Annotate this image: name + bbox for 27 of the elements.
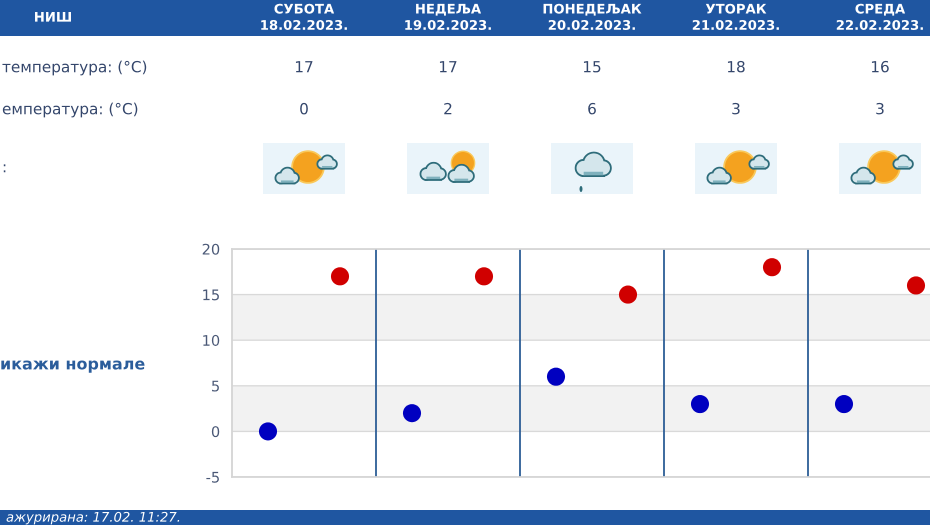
text: СРЕДА 22.02.2023. — [836, 4, 923, 30]
data-label: 0 — [300, 102, 308, 114]
y-tick-label: 20 — [202, 244, 220, 255]
y-tick-label: 15 — [203, 290, 219, 300]
text: УТОРАК 21.02.2023. — [692, 4, 779, 30]
y-tick-label: 5 — [212, 380, 219, 392]
text: НЕДЕЉА 19.02.2023. — [405, 4, 491, 30]
y-tick-label: 0 — [212, 426, 220, 438]
y-tick-label: -5 — [206, 472, 219, 483]
text: икажи нормале — [1, 360, 144, 373]
text: ажурирана: 17.02. 11:27. — [6, 512, 180, 524]
data-label: 15 — [584, 61, 600, 72]
data-label: 6 — [588, 102, 596, 114]
y-tick-label: 10 — [203, 334, 220, 346]
text: : — [4, 164, 6, 172]
data-label: 18 — [728, 60, 745, 72]
text: емпература: (°C) — [2, 102, 138, 118]
data-label: 2 — [444, 102, 452, 114]
data-label: 3 — [732, 102, 740, 114]
data-label: 17 — [440, 61, 456, 72]
data-label: 17 — [296, 61, 312, 72]
text: НИШ — [35, 12, 71, 22]
data-label: 16 — [872, 60, 889, 72]
text: температура: (°C) — [2, 60, 146, 76]
text: СУБОТА 18.02.2023. — [261, 4, 347, 30]
data-label: 3 — [876, 102, 884, 114]
text: ПОНЕДЕЉАК 20.02.2023. — [544, 4, 642, 30]
